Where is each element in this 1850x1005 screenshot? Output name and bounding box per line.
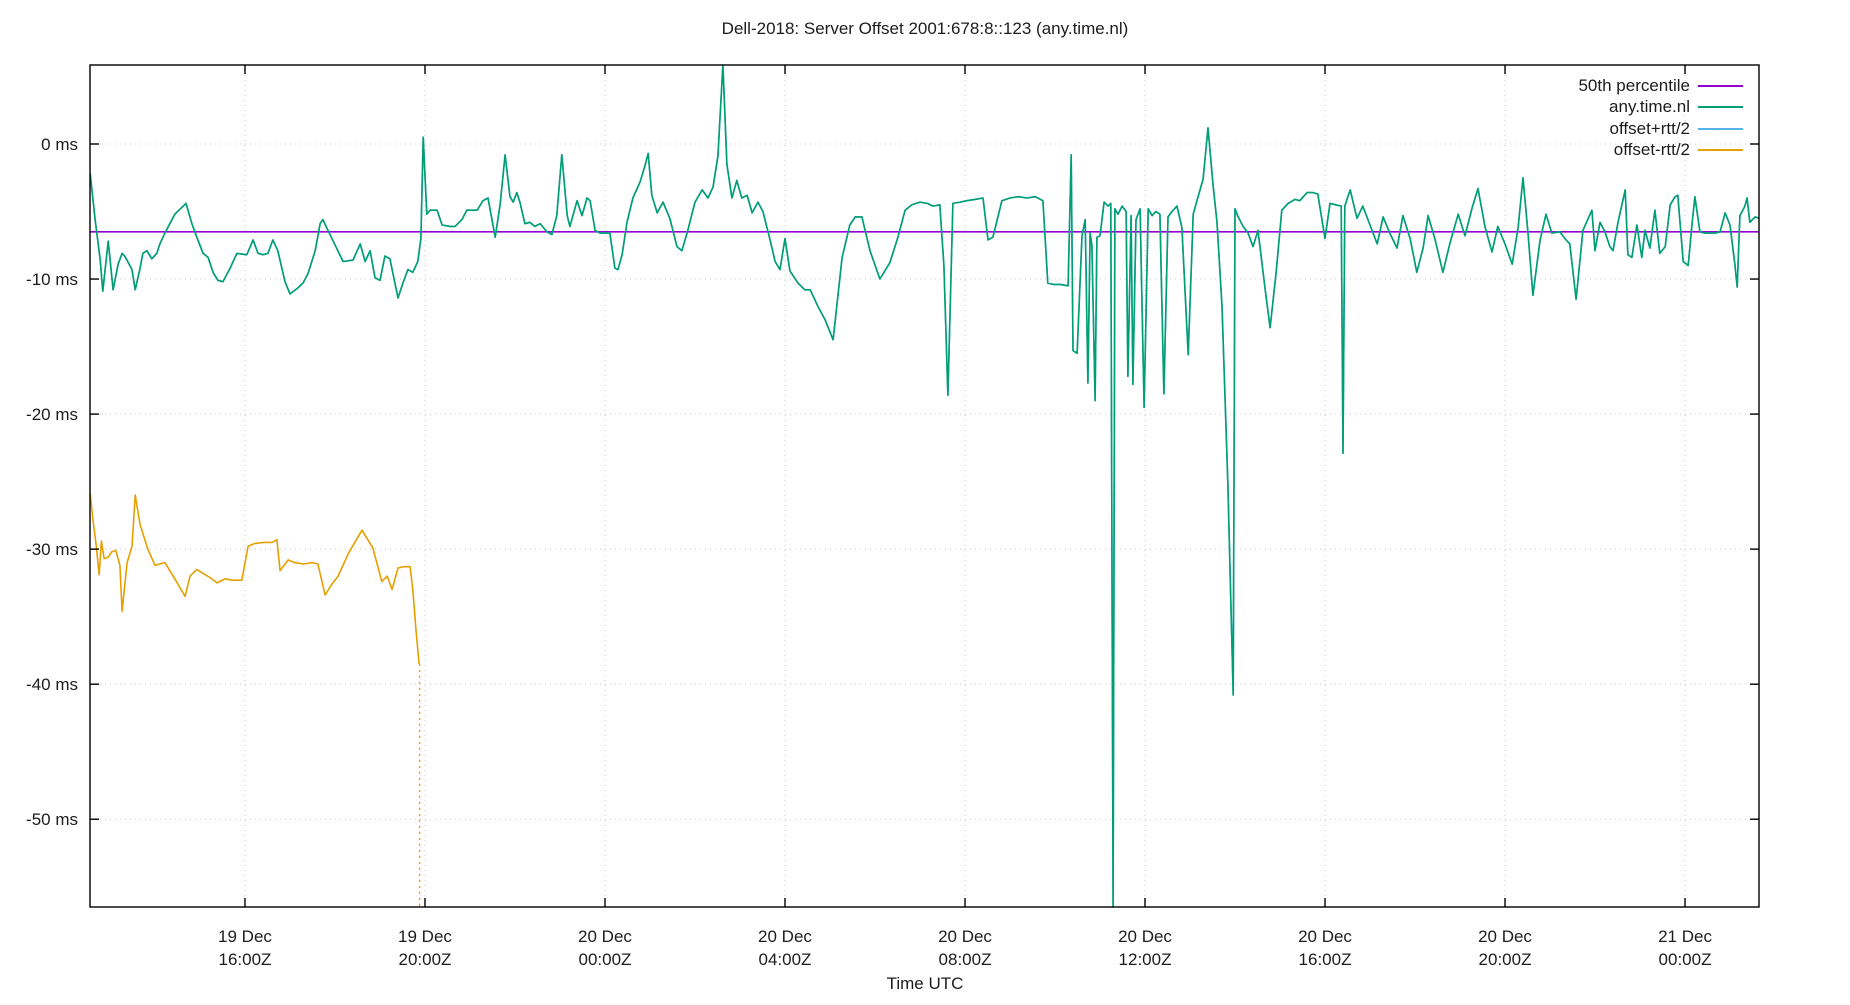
x-tick-label-date: 20 Dec	[938, 927, 992, 946]
legend-label-offset-plus-rtt2: offset+rtt/2	[1610, 119, 1690, 138]
legend-entry-offset-minus-rtt2: offset-rtt/2	[1614, 140, 1743, 159]
legend-entry-any-time-nl: any.time.nl	[1609, 97, 1743, 116]
chart-title: Dell-2018: Server Offset 2001:678:8::123…	[722, 19, 1129, 38]
series-any-time-nl-line	[89, 64, 1760, 908]
legend: 50th percentile any.time.nl offset+rtt/2…	[1578, 76, 1743, 159]
y-tick-label: -20 ms	[26, 405, 78, 424]
y-tick-label: -10 ms	[26, 270, 78, 289]
x-tick-label-date: 20 Dec	[1118, 927, 1172, 946]
legend-entry-50th-percentile: 50th percentile	[1578, 76, 1743, 95]
legend-entry-offset-plus-rtt2: offset+rtt/2	[1610, 119, 1743, 138]
plot-frame-and-ticks	[89, 64, 1760, 908]
grid-lines	[90, 65, 1759, 907]
x-tick-label-time: 20:00Z	[1479, 950, 1532, 969]
axis-tick-labels: 0 ms -10 ms -20 ms -30 ms -40 ms -50 ms 19 Dec…	[26, 135, 1712, 969]
x-tick-label-time: 00:00Z	[1659, 950, 1712, 969]
legend-label-any-time-nl: any.time.nl	[1609, 97, 1690, 116]
x-tick-label-date: 19 Dec	[218, 927, 272, 946]
x-tick-label-time: 08:00Z	[939, 950, 992, 969]
x-tick-label-date: 21 Dec	[1658, 927, 1712, 946]
x-tick-label-date: 20 Dec	[1478, 927, 1532, 946]
plot-border	[89, 64, 1760, 908]
x-tick-label-date: 19 Dec	[398, 927, 452, 946]
legend-label-offset-minus-rtt2: offset-rtt/2	[1614, 140, 1690, 159]
x-tick-label-time: 16:00Z	[1299, 950, 1352, 969]
y-tick-label: 0 ms	[41, 135, 78, 154]
y-tick-label: -30 ms	[26, 540, 78, 559]
data-series	[89, 64, 1760, 908]
x-tick-label-time: 20:00Z	[399, 950, 452, 969]
x-tick-label-date: 20 Dec	[1298, 927, 1352, 946]
x-tick-label-time: 16:00Z	[219, 950, 272, 969]
x-tick-label-time: 12:00Z	[1119, 950, 1172, 969]
x-axis-title: Time UTC	[887, 974, 964, 993]
x-tick-label-date: 20 Dec	[758, 927, 812, 946]
x-tick-label-time: 00:00Z	[579, 950, 632, 969]
series-offset-minus-rtt2-line	[89, 493, 420, 664]
series-offset-plus-rtt2-line	[89, 64, 1760, 908]
y-tick-label: -40 ms	[26, 675, 78, 694]
x-tick-label-date: 20 Dec	[578, 927, 632, 946]
y-tick-label: -50 ms	[26, 810, 78, 829]
legend-label-50th-percentile: 50th percentile	[1578, 76, 1690, 95]
x-tick-label-time: 04:00Z	[759, 950, 812, 969]
